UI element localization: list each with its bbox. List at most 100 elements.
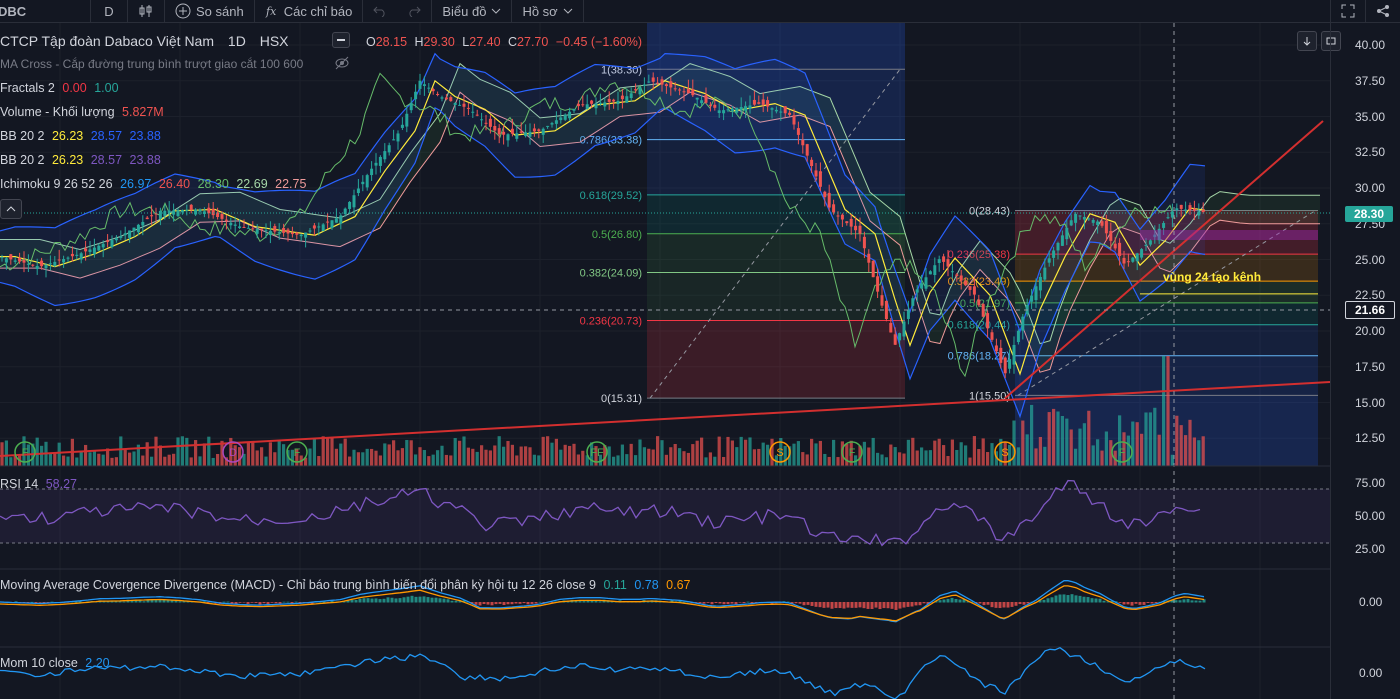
compare-button[interactable]: So sánh [165,0,255,22]
macd-histogram-bar [790,602,794,604]
volume-bar [330,437,334,466]
macd-histogram-bar [958,599,962,603]
legend-ma-cross[interactable]: MA Cross - Cắp đường trung bình trượt gi… [0,57,307,71]
share-button[interactable] [1366,0,1400,22]
macd-histogram-bar [78,601,82,603]
volume-bar [119,436,123,466]
legend-toggle-button[interactable] [0,199,22,219]
macd-histogram-bar [830,602,834,609]
volume-bar [858,445,862,466]
interval-button[interactable]: D [91,0,128,22]
macd-histogram-bar [1134,602,1138,604]
legend-rsi[interactable]: RSI 14 58.27 [0,477,81,491]
candle-body [387,145,391,153]
macd-histogram-bar [950,597,954,603]
candle-body [902,321,906,337]
candle-body [673,88,677,90]
annotation-text[interactable]: vùng 24 tạo kênh [1163,270,1262,284]
legend-bb-2[interactable]: BB 20 2 26.23 28.57 23.88 [0,153,165,167]
macd-histogram-bar [1074,595,1078,603]
candle-body [163,210,167,216]
candle-body [1038,276,1042,291]
volume-bar [889,444,893,466]
volume-bar [1201,436,1205,466]
chart-type-dropdown[interactable]: Biểu đồ [432,0,513,22]
scroll-down-button[interactable] [1297,31,1317,51]
volume-bar [392,440,396,466]
macd-histogram-bar [802,602,806,606]
legend-macd[interactable]: Moving Average Covergence Divergence (MA… [0,578,695,592]
high-value: 29.30 [423,35,455,49]
macd-histogram-bar [862,602,866,609]
bar-style-button[interactable] [128,0,165,22]
profile-dropdown[interactable]: Hồ sơ [512,0,584,22]
volume-bar [75,457,79,466]
candle-body [123,233,127,236]
volume-bar [92,450,96,466]
volume-bar [1131,421,1135,466]
candle-body [651,77,655,82]
chart-canvas[interactable]: 1(38.30)0.786(33.38)0.618(29.52)0.5(26.8… [0,23,1330,699]
volume-bar [506,441,510,466]
candle-body [1135,253,1139,262]
macd-histogram-bar [582,601,586,603]
macd-histogram-bar [270,602,274,603]
fib-right-label: 0.786(18.27) [948,351,1010,363]
candle-body [110,240,114,248]
candle-body [1016,330,1020,343]
undo-button[interactable] [363,0,397,22]
volume-bar [704,457,708,466]
candle-body [53,261,57,266]
volume-bar [1188,419,1192,466]
chart-type-label: Biểu đồ [442,3,487,19]
volume-bar [770,438,774,466]
macd-histogram-bar [942,599,946,603]
macd-value: 0.78 [634,578,659,592]
legend-volume[interactable]: Volume - Khối lượng 5.827M [0,105,168,119]
macd-histogram-bar [610,601,614,603]
macd-histogram-bar [118,601,122,603]
volume-bar [1100,450,1104,466]
candle-body [796,128,800,135]
price-axis-tick: 22.50 [1355,288,1386,303]
collapse-legend-button[interactable] [332,32,350,48]
legend-bb-1[interactable]: BB 20 2 26.23 28.57 23.88 [0,129,165,143]
volume-bar [700,437,704,466]
macd-histogram-bar [822,602,826,608]
maximize-pane-button[interactable] [1321,31,1341,51]
plus-circle-icon [175,3,191,19]
candle-body [365,175,369,188]
volume-bar [818,440,822,466]
candle-body [713,104,717,108]
fib-right-zone [1015,281,1318,303]
indicators-button[interactable]: fx Các chỉ báo [255,0,364,22]
redo-button[interactable] [397,0,433,22]
macd-histogram-bar [646,601,650,603]
legend-ichimoku[interactable]: Ichimoku 9 26 52 26 26.97 26.40 28.30 22… [0,177,310,191]
candle-body [664,84,668,87]
volume-bar [400,448,404,466]
price-axis[interactable]: 40.00 37.50 35.00 32.50 30.00 27.50 25.00 22.50… [1330,23,1400,699]
candle-body [933,265,937,276]
legend-mom[interactable]: Mom 10 close 2.20 [0,656,114,670]
volume-bar [1157,434,1161,466]
candle-body [502,131,506,135]
macd-histogram-bar [266,602,270,605]
candle-body [915,289,919,293]
volume-bar [876,452,880,466]
volume-bar [783,445,787,466]
volume-bar [1047,412,1051,466]
fullscreen-button[interactable] [1330,0,1366,22]
eye-off-icon[interactable] [334,56,350,70]
candle-body [801,139,805,146]
volume-bar [1118,415,1122,466]
macd-histogram-bar [182,600,186,603]
volume-bar [559,449,563,466]
symbol-search-button[interactable]: DBC [0,0,91,22]
volume-bar [524,446,528,466]
highlight-zone [1140,230,1318,240]
candle-body [264,230,268,232]
volume-bar [176,437,180,466]
legend-fractals[interactable]: Fractals 2 0.00 1.00 [0,81,123,95]
candle-body [572,108,576,111]
